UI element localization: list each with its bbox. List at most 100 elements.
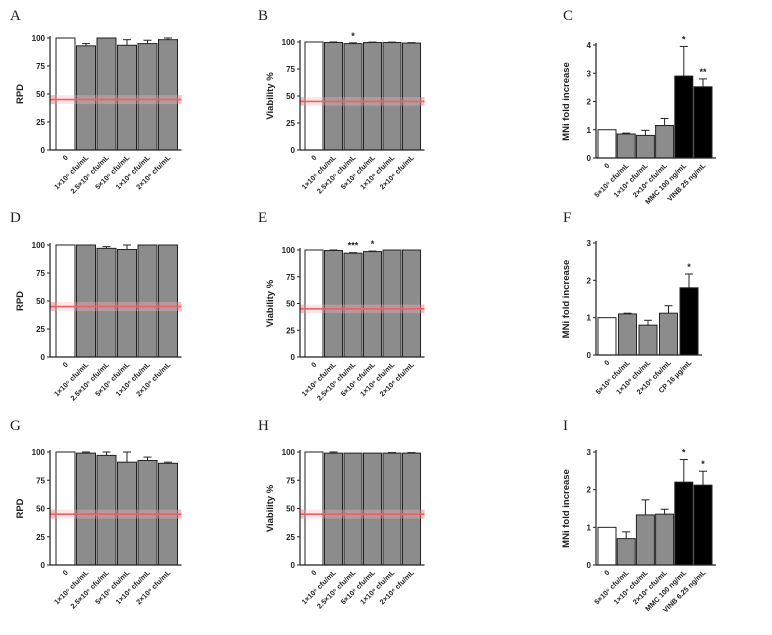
y-tick-label: 50 [286, 92, 295, 101]
bar [363, 251, 382, 358]
significance-label: ** [699, 67, 707, 77]
significance-label: * [371, 239, 375, 249]
y-tick-label: 0 [291, 353, 296, 362]
y-tick-label: 50 [36, 297, 45, 306]
y-axis-label: RPD [15, 84, 26, 104]
bar [382, 452, 402, 566]
bar [76, 244, 96, 358]
bar [137, 244, 158, 358]
y-tick-label: 50 [36, 90, 45, 99]
bar [363, 42, 382, 151]
y-tick-label: 75 [36, 62, 45, 71]
y-tick-label: 0 [587, 154, 592, 163]
y-tick-label: 3 [587, 239, 592, 248]
x-tick-label: 0 [602, 358, 611, 367]
significance-label: * [682, 448, 686, 458]
bar [616, 538, 636, 566]
x-tick-label: 0 [61, 153, 70, 162]
y-axis-label: MNi fold increase [561, 62, 572, 141]
bar [55, 244, 76, 358]
y-tick-label: 2 [587, 486, 592, 495]
bar [655, 513, 675, 566]
threshold-band-overlay [50, 95, 182, 105]
y-tick-label: 0 [291, 561, 296, 570]
significance-label: * [687, 262, 691, 272]
y-tick-label: 100 [282, 246, 296, 255]
bar [402, 42, 421, 151]
y-tick-label: 0 [291, 146, 296, 155]
bar [659, 312, 678, 356]
bar [304, 41, 324, 151]
y-axis-label: RPD [15, 291, 26, 311]
y-tick-label: 50 [36, 505, 45, 514]
y-tick-label: 0 [587, 561, 592, 570]
bar [402, 452, 421, 566]
significance-label: * [682, 34, 686, 44]
y-tick-label: 75 [286, 476, 295, 485]
y-tick-label: 3 [587, 448, 592, 457]
x-tick-label: 0 [602, 568, 611, 577]
y-tick-label: 100 [32, 241, 46, 250]
y-tick-label: 100 [282, 38, 296, 47]
x-tick-label: 0 [602, 161, 611, 170]
panel-letter: E [258, 210, 267, 226]
y-tick-label: 4 [587, 41, 592, 50]
y-tick-label: 50 [286, 505, 295, 514]
y-tick-label: 75 [36, 269, 45, 278]
bar [679, 287, 699, 356]
bar [304, 249, 324, 358]
y-tick-label: 2 [587, 98, 592, 107]
y-tick-label: 25 [286, 533, 295, 542]
y-axis-label: MNi fold increase [561, 260, 572, 339]
y-axis-label: MNi fold increase [561, 469, 572, 548]
bar [597, 129, 617, 159]
bar [597, 526, 617, 566]
y-tick-label: 3 [587, 69, 592, 78]
y-tick-label: 0 [41, 353, 46, 362]
y-tick-label: 100 [32, 34, 46, 43]
panel-letter: B [258, 8, 268, 24]
bar [324, 42, 343, 151]
bar [96, 37, 117, 151]
panel-letter: G [10, 418, 21, 434]
bar [343, 452, 363, 566]
bar [635, 134, 655, 159]
bar [616, 133, 636, 159]
y-axis-label: RPD [15, 498, 26, 518]
threshold-band-overlay [50, 509, 182, 519]
x-tick-label: 0 [309, 568, 318, 577]
panel-letter: F [563, 210, 571, 226]
y-tick-label: 1 [587, 523, 592, 532]
bar [55, 451, 76, 566]
bar [674, 75, 694, 159]
y-tick-label: 0 [41, 146, 46, 155]
threshold-band-overlay [300, 97, 425, 106]
y-axis-label: Viability % [265, 484, 276, 532]
bar [597, 317, 617, 356]
bar [324, 452, 343, 566]
x-tick-label: 0 [309, 360, 318, 369]
bar [158, 244, 178, 358]
bar [693, 86, 713, 159]
y-tick-label: 0 [41, 561, 46, 570]
y-tick-label: 75 [286, 65, 295, 74]
x-tick-label: 0 [61, 568, 70, 577]
y-tick-label: 50 [286, 300, 295, 309]
bar [638, 324, 658, 356]
y-tick-label: 75 [286, 273, 295, 282]
bar [693, 484, 713, 566]
threshold-band-overlay [50, 302, 182, 312]
y-tick-label: 1 [587, 314, 592, 323]
bar [304, 451, 324, 566]
y-tick-label: 100 [282, 448, 296, 457]
y-tick-label: 100 [32, 448, 46, 457]
x-tick-label: 0 [309, 153, 318, 162]
y-axis-label: Viability % [265, 72, 276, 120]
bar [618, 313, 637, 356]
